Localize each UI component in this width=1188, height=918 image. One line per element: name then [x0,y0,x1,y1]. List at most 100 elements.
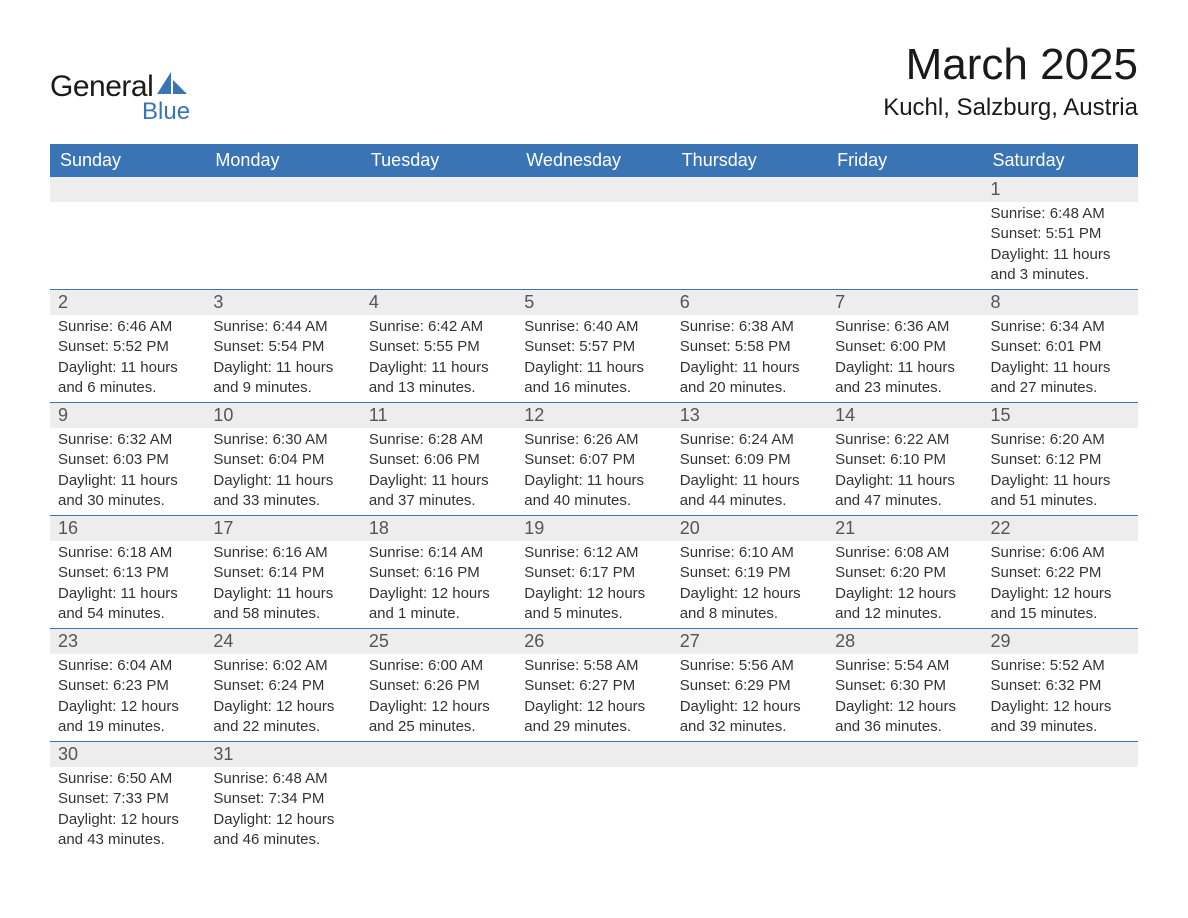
sunrise: Sunrise: 6:20 AM [991,430,1130,450]
daylight-line-2: and 44 minutes. [680,491,819,511]
daylight-line-1: Daylight: 12 hours [991,697,1130,717]
sunrise: Sunrise: 6:10 AM [680,543,819,563]
calendar-day-cell [205,177,360,290]
sunrise: Sunrise: 6:42 AM [369,317,508,337]
daylight-line-1: Daylight: 11 hours [835,358,974,378]
day-number: 24 [205,629,360,654]
daylight-line-1: Daylight: 11 hours [835,471,974,491]
day-number [983,742,1138,767]
sunset: Sunset: 5:54 PM [213,337,352,357]
weekday-header: Monday [205,144,360,177]
sunset: Sunset: 6:00 PM [835,337,974,357]
sunset: Sunset: 6:19 PM [680,563,819,583]
daylight-line-2: and 23 minutes. [835,378,974,398]
daylight-line-1: Daylight: 11 hours [58,584,197,604]
calendar-body: 1Sunrise: 6:48 AMSunset: 5:51 PMDaylight… [50,177,1138,854]
header: General Blue March 2025 Kuchl, Salzburg,… [50,40,1138,126]
day-number: 30 [50,742,205,767]
day-content: Sunrise: 6:04 AMSunset: 6:23 PMDaylight:… [50,654,205,741]
day-content: Sunrise: 5:56 AMSunset: 6:29 PMDaylight:… [672,654,827,741]
calendar-day-cell: 31Sunrise: 6:48 AMSunset: 7:34 PMDayligh… [205,742,360,855]
day-content: Sunrise: 6:34 AMSunset: 6:01 PMDaylight:… [983,315,1138,402]
sunrise: Sunrise: 6:22 AM [835,430,974,450]
daylight-line-2: and 16 minutes. [524,378,663,398]
sunset: Sunset: 6:16 PM [369,563,508,583]
weekday-header: Thursday [672,144,827,177]
daylight-line-1: Daylight: 12 hours [524,584,663,604]
daylight-line-1: Daylight: 11 hours [213,471,352,491]
daylight-line-1: Daylight: 12 hours [213,810,352,830]
daylight-line-2: and 3 minutes. [991,265,1130,285]
day-number: 15 [983,403,1138,428]
logo: General Blue [50,70,190,126]
sunset: Sunset: 6:10 PM [835,450,974,470]
day-content: Sunrise: 5:52 AMSunset: 6:32 PMDaylight:… [983,654,1138,741]
sunset: Sunset: 6:09 PM [680,450,819,470]
calendar-day-cell: 13Sunrise: 6:24 AMSunset: 6:09 PMDayligh… [672,403,827,516]
calendar-day-cell: 11Sunrise: 6:28 AMSunset: 6:06 PMDayligh… [361,403,516,516]
calendar-day-cell: 17Sunrise: 6:16 AMSunset: 6:14 PMDayligh… [205,516,360,629]
day-content [672,767,827,773]
calendar-week-row: 30Sunrise: 6:50 AMSunset: 7:33 PMDayligh… [50,742,1138,855]
day-number [672,177,827,202]
calendar-day-cell: 14Sunrise: 6:22 AMSunset: 6:10 PMDayligh… [827,403,982,516]
calendar-day-cell: 20Sunrise: 6:10 AMSunset: 6:19 PMDayligh… [672,516,827,629]
sunrise: Sunrise: 6:00 AM [369,656,508,676]
sunset: Sunset: 6:22 PM [991,563,1130,583]
sunrise: Sunrise: 6:40 AM [524,317,663,337]
sunset: Sunset: 6:07 PM [524,450,663,470]
day-number [361,177,516,202]
day-content: Sunrise: 6:28 AMSunset: 6:06 PMDaylight:… [361,428,516,515]
calendar-day-cell: 16Sunrise: 6:18 AMSunset: 6:13 PMDayligh… [50,516,205,629]
daylight-line-1: Daylight: 12 hours [680,697,819,717]
sunrise: Sunrise: 5:54 AM [835,656,974,676]
daylight-line-2: and 6 minutes. [58,378,197,398]
sunrise: Sunrise: 6:34 AM [991,317,1130,337]
day-number: 29 [983,629,1138,654]
sunrise: Sunrise: 6:46 AM [58,317,197,337]
weekday-header: Friday [827,144,982,177]
daylight-line-2: and 27 minutes. [991,378,1130,398]
day-number: 26 [516,629,671,654]
day-content: Sunrise: 6:50 AMSunset: 7:33 PMDaylight:… [50,767,205,854]
sunset: Sunset: 6:26 PM [369,676,508,696]
daylight-line-1: Daylight: 12 hours [991,584,1130,604]
daylight-line-1: Daylight: 11 hours [369,358,508,378]
day-content [827,202,982,208]
sunset: Sunset: 6:23 PM [58,676,197,696]
daylight-line-2: and 22 minutes. [213,717,352,737]
sunrise: Sunrise: 5:56 AM [680,656,819,676]
sunset: Sunset: 5:55 PM [369,337,508,357]
daylight-line-1: Daylight: 12 hours [369,584,508,604]
sunset: Sunset: 6:03 PM [58,450,197,470]
daylight-line-2: and 19 minutes. [58,717,197,737]
daylight-line-2: and 15 minutes. [991,604,1130,624]
day-number: 27 [672,629,827,654]
day-content: Sunrise: 6:42 AMSunset: 5:55 PMDaylight:… [361,315,516,402]
day-number: 1 [983,177,1138,202]
calendar-week-row: 2Sunrise: 6:46 AMSunset: 5:52 PMDaylight… [50,290,1138,403]
logo-general-text: General [50,70,153,104]
day-content: Sunrise: 6:40 AMSunset: 5:57 PMDaylight:… [516,315,671,402]
calendar-day-cell: 30Sunrise: 6:50 AMSunset: 7:33 PMDayligh… [50,742,205,855]
calendar-day-cell: 24Sunrise: 6:02 AMSunset: 6:24 PMDayligh… [205,629,360,742]
day-number: 8 [983,290,1138,315]
daylight-line-2: and 1 minute. [369,604,508,624]
daylight-line-2: and 13 minutes. [369,378,508,398]
day-number [827,177,982,202]
daylight-line-1: Daylight: 11 hours [991,358,1130,378]
day-content: Sunrise: 6:48 AMSunset: 7:34 PMDaylight:… [205,767,360,854]
day-number: 13 [672,403,827,428]
sunset: Sunset: 6:01 PM [991,337,1130,357]
sunset: Sunset: 6:12 PM [991,450,1130,470]
calendar-day-cell [983,742,1138,855]
calendar-day-cell [361,177,516,290]
calendar-week-row: 1Sunrise: 6:48 AMSunset: 5:51 PMDaylight… [50,177,1138,290]
sunset: Sunset: 7:33 PM [58,789,197,809]
sunrise: Sunrise: 6:48 AM [213,769,352,789]
calendar-table: SundayMondayTuesdayWednesdayThursdayFrid… [50,144,1138,854]
calendar-day-cell: 15Sunrise: 6:20 AMSunset: 6:12 PMDayligh… [983,403,1138,516]
daylight-line-1: Daylight: 12 hours [835,697,974,717]
sunset: Sunset: 6:13 PM [58,563,197,583]
daylight-line-2: and 29 minutes. [524,717,663,737]
